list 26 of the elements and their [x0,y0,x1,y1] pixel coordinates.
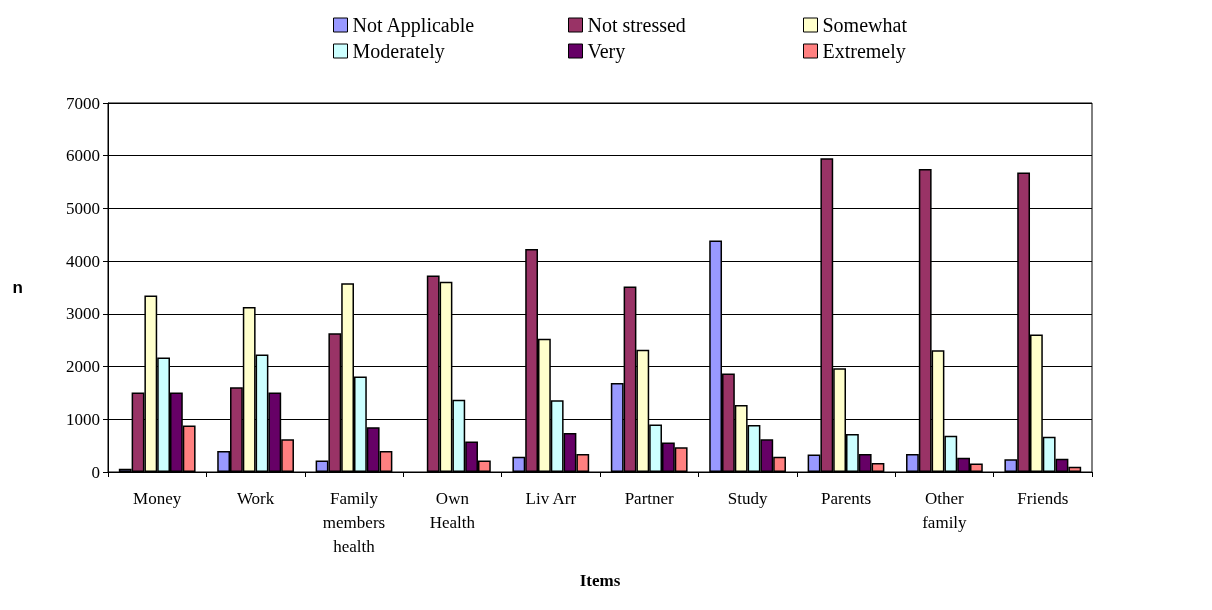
x-tick-label: Partner [624,488,675,508]
legend-label: Very [587,40,626,63]
legend-label: Not Applicable [352,14,475,37]
x-tick-label: Family members health [322,488,386,556]
x-tick-label: Other family [922,488,968,532]
y-tick-label: 3000 [66,304,100,324]
legend-label: Moderately [352,40,445,63]
x-tick-label: Parents [820,488,872,508]
x-tick-label: Own Health [429,488,476,532]
y-tick-label: 4000 [66,251,100,271]
y-tick-label: 1000 [66,409,100,429]
y-tick-label: 2000 [66,357,100,377]
y-tick-label: 6000 [66,146,100,166]
x-tick-label: Liv Arr [525,488,577,508]
y-axis-title: n [12,278,23,297]
x-tick-label: Study [727,488,768,508]
x-tick-label: Friends [1017,488,1069,508]
x-tick-label: Work [236,488,275,508]
legend-label: Extremely [822,40,906,63]
legend-label: Not stressed [587,14,686,36]
x-axis-title: Items [579,571,621,590]
y-tick-label: 7000 [66,93,100,113]
legend-label: Somewhat [822,14,908,36]
y-tick-label: 5000 [66,198,100,218]
x-tick-label: Money [133,488,182,508]
y-tick-label: 0 [91,462,100,482]
